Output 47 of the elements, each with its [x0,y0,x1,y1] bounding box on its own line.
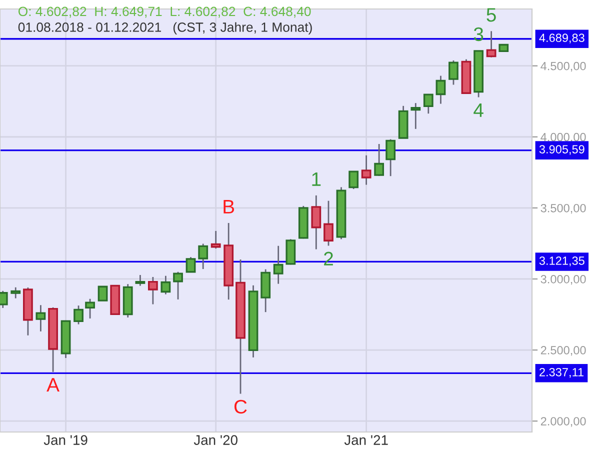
candlestick [210,230,221,250]
annotation: 5 [486,8,496,22]
annotation: A [46,378,60,392]
annotation: 3 [474,27,484,42]
candlestick [74,304,84,325]
candlestick [286,238,296,266]
candlestick [36,304,46,332]
candlestick [436,75,446,104]
ref-line-label: 3.905,59 [539,145,584,155]
y-tick-label: 4.000,00 [540,132,586,143]
y-tick-label: 3.000,00 [540,275,586,285]
candlestick [273,245,284,284]
candlestick [160,275,171,296]
candlestick [85,298,95,320]
chart-title: O: 4.602,82 H: 4.649,71 L: 4.602,82 C: 4.648,40 [18,6,311,18]
x-tick-label: Jan '21 [344,435,388,445]
ref-line-label: 2.337,11 [540,368,584,378]
text: 01.08.2018 - 01.12.2021 (CST, 3 Jahre, 1 Monat) [18,22,312,34]
candlestick [423,93,434,114]
candlestick [361,154,372,186]
ref-line-label: 3.121,35 [539,256,584,266]
candlestick [348,170,359,190]
x-tick-label: Jan '19 [44,435,88,445]
candlestick [173,271,183,300]
candlestick [410,102,421,130]
y-tick-label: 2.500,00 [540,346,586,356]
x-tick-label: Jan '20 [194,435,238,445]
candlestick [135,274,146,286]
candlestick [198,243,208,270]
candlestick [186,256,196,273]
candlestick [374,143,384,177]
candlestick [98,286,108,302]
ref-line-label: 4.689,83 [539,34,584,44]
annotation: B [224,200,234,214]
annotation: 4 [474,104,484,117]
candlestick [448,60,458,86]
candlestick [148,276,158,305]
candlestick [486,30,496,58]
annotation: 1 [312,172,321,186]
candlestick [324,200,334,246]
y-tick-label: 3.500,00 [540,204,586,214]
y-tick-label: 4.500,00 [540,62,586,72]
candlestick [10,286,21,299]
y-tick-label: 2.000,00 [540,417,586,427]
candlestick [311,194,322,250]
annotation: C [234,400,247,414]
candlestick [386,138,396,177]
